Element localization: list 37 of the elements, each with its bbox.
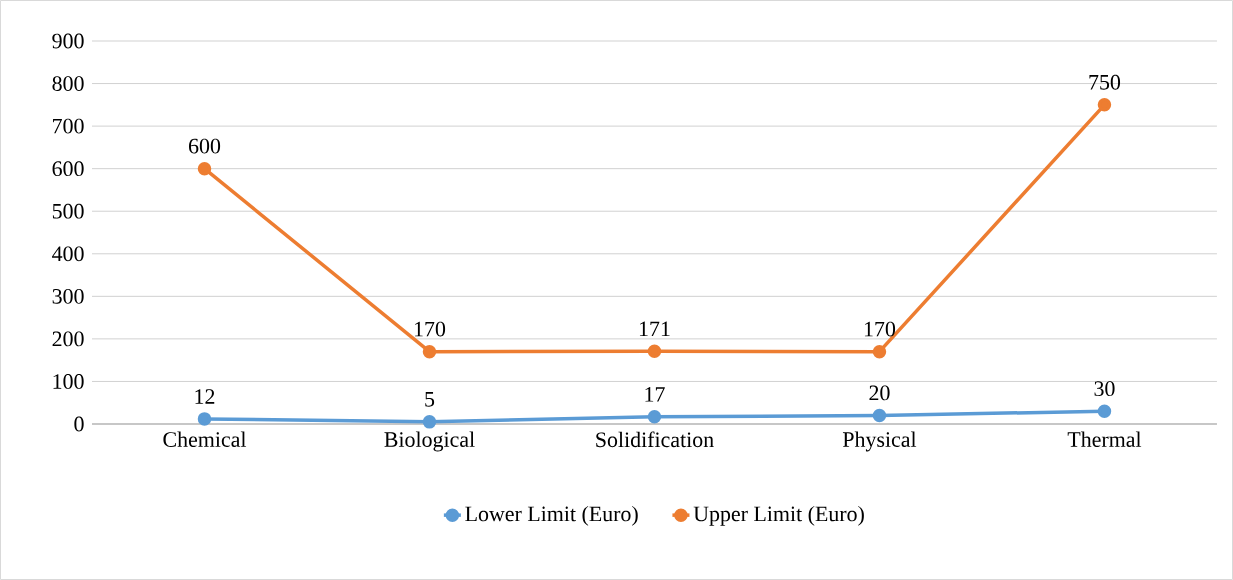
point [647, 410, 662, 424]
point [872, 408, 887, 423]
data-label: 30 [1094, 381, 1115, 397]
y-tick-label: 500 [52, 203, 84, 219]
y-tick-label: 0 [74, 416, 84, 432]
y-tick-label: 300 [52, 288, 84, 304]
data-label: 170 [414, 321, 446, 337]
legend-label: Lower Limit (Euro) [465, 505, 638, 526]
x-tick-label: Physical [842, 431, 917, 452]
y-tick-label: 200 [52, 331, 84, 347]
data-label: 600 [188, 138, 221, 154]
point [197, 412, 212, 426]
point [422, 344, 437, 359]
data-label: 750 [1089, 74, 1121, 90]
data-label: 5 [425, 392, 435, 407]
y-tick-label: 900 [52, 33, 84, 49]
y-tick-label: 100 [53, 374, 84, 389]
point [872, 344, 887, 359]
data-label: 12 [195, 389, 215, 404]
x-tick-label: Thermal [1067, 431, 1142, 447]
x-tick-label: Chemical [163, 431, 247, 447]
y-tick-label: 400 [52, 246, 84, 262]
point [1097, 98, 1112, 112]
data-label: 17 [645, 387, 665, 402]
y-tick-label: 700 [53, 118, 84, 134]
x-tick-label: Solidification [596, 431, 714, 448]
data-label: 20 [869, 385, 890, 401]
point [1097, 404, 1112, 418]
point [647, 344, 662, 358]
y-tick-label: 600 [52, 161, 84, 177]
y-tick-label: 800 [52, 76, 84, 91]
legend-label: Upper Limit (Euro) [693, 505, 864, 526]
point [422, 415, 437, 429]
x-tick-label: Biological [384, 431, 475, 452]
point [197, 161, 212, 176]
data-label: 170 [864, 321, 896, 337]
data-label: 171 [639, 321, 670, 337]
